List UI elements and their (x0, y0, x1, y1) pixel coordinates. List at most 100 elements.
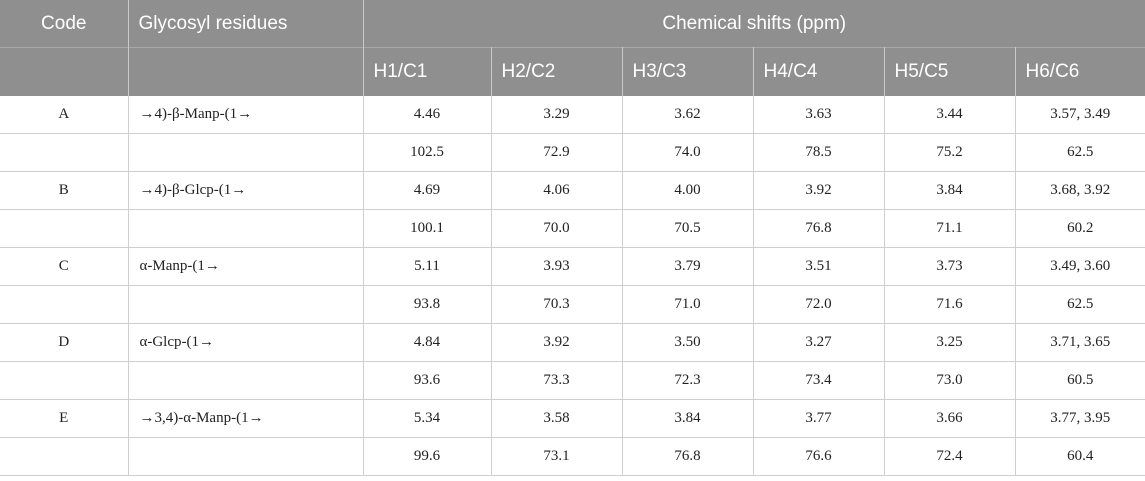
cell-value: 3.77, 3.95 (1014, 399, 1145, 438)
header-residues: Glycosyl residues (127, 0, 363, 48)
cell-value: 78.5 (752, 133, 884, 172)
header-row-1: Code Glycosyl residues Chemical shifts (… (0, 0, 1145, 48)
cell-value: 76.8 (621, 437, 753, 476)
header-col-h3c3: H3/C3 (621, 47, 753, 96)
cell-value: 73.1 (490, 437, 622, 476)
cell-code: D (0, 323, 128, 362)
cell-value: 3.25 (883, 323, 1015, 362)
cell-value: 3.27 (752, 323, 884, 362)
cell-residue: α-Glcp-(1→ (127, 323, 363, 362)
cell-value: 4.00 (621, 171, 753, 210)
cell-code: A (0, 96, 128, 134)
cell-value: 3.84 (621, 399, 753, 438)
header-col-h4c4: H4/C4 (752, 47, 884, 96)
table-body: A →4)-β-Manp-(1→ 4.46 3.29 3.62 3.63 3.44 3.57,… (0, 96, 1145, 476)
header-row-2: H1/C1 H2/C2 H3/C3 H4/C4 H5/C5 H6/C6 (0, 47, 1145, 96)
cell-value: 3.92 (490, 323, 622, 362)
table-row: B →4)-β-Glcp-(1→ 4.69 4.06 4.00 3.92 3.84 3.68,… (0, 171, 1145, 210)
cell-value: 72.9 (490, 133, 622, 172)
cell-value: 74.0 (621, 133, 753, 172)
cell-value: 71.0 (621, 285, 753, 324)
cell-value: 3.62 (621, 96, 753, 134)
table-row: A →4)-β-Manp-(1→ 4.46 3.29 3.62 3.63 3.44 3.57,… (0, 96, 1145, 134)
header-col-h1c1: H1/C1 (362, 47, 491, 96)
cell-value: 75.2 (883, 133, 1015, 172)
cell-value: 93.6 (362, 361, 491, 400)
table-header: Code Glycosyl residues Chemical shifts (… (0, 0, 1145, 96)
cell-value: 3.92 (752, 171, 884, 210)
cell-value: 3.58 (490, 399, 622, 438)
cell-value: 76.6 (752, 437, 884, 476)
cell-value: 60.4 (1014, 437, 1145, 476)
cell-code (0, 133, 128, 172)
cell-code (0, 361, 128, 400)
cell-value: 70.0 (490, 209, 622, 248)
table-row: 93.6 73.3 72.3 73.4 73.0 60.5 (0, 361, 1145, 400)
cell-value: 70.5 (621, 209, 753, 248)
header-residues-blank (127, 47, 363, 96)
cell-value: 70.3 (490, 285, 622, 324)
cell-value: 71.6 (883, 285, 1015, 324)
cell-value: 3.44 (883, 96, 1015, 134)
cell-value: 5.34 (362, 399, 491, 438)
cell-value: 99.6 (362, 437, 491, 476)
cell-residue: →4)-β-Manp-(1→ (127, 96, 363, 134)
cell-code (0, 209, 128, 248)
header-col-h6c6: H6/C6 (1014, 47, 1145, 96)
cell-value: 62.5 (1014, 133, 1145, 172)
cell-code: E (0, 399, 128, 438)
cell-code (0, 285, 128, 324)
cell-value: 72.4 (883, 437, 1015, 476)
table-row: 100.1 70.0 70.5 76.8 71.1 60.2 (0, 209, 1145, 248)
cell-value: 3.50 (621, 323, 753, 362)
cell-residue: →3,4)-α-Manp-(1→ (127, 399, 363, 438)
cell-residue: →4)-β-Glcp-(1→ (127, 171, 363, 210)
cell-residue (127, 209, 363, 248)
cell-value: 3.63 (752, 96, 884, 134)
cell-code (0, 437, 128, 476)
cell-value: 3.73 (883, 247, 1015, 286)
cell-value: 72.0 (752, 285, 884, 324)
cell-value: 3.49, 3.60 (1014, 247, 1145, 286)
cell-value: 3.51 (752, 247, 884, 286)
header-col-h2c2: H2/C2 (490, 47, 622, 96)
table-row: E →3,4)-α-Manp-(1→ 5.34 3.58 3.84 3.77 3.66 3.7… (0, 399, 1145, 438)
table-row: 99.6 73.1 76.8 76.6 72.4 60.4 (0, 437, 1145, 476)
cell-value: 3.66 (883, 399, 1015, 438)
cell-value: 3.93 (490, 247, 622, 286)
cell-value: 72.3 (621, 361, 753, 400)
cell-value: 3.79 (621, 247, 753, 286)
cell-value: 3.71, 3.65 (1014, 323, 1145, 362)
cell-value: 3.57, 3.49 (1014, 96, 1145, 134)
cell-residue (127, 133, 363, 172)
cell-value: 73.3 (490, 361, 622, 400)
cell-value: 100.1 (362, 209, 491, 248)
cell-value: 3.29 (490, 96, 622, 134)
cell-code: B (0, 171, 128, 210)
cell-value: 3.77 (752, 399, 884, 438)
header-chemical-shifts: Chemical shifts (ppm) (362, 0, 1145, 48)
cell-value: 4.46 (362, 96, 491, 134)
cell-value: 73.0 (883, 361, 1015, 400)
cell-value: 62.5 (1014, 285, 1145, 324)
cell-value: 102.5 (362, 133, 491, 172)
cell-value: 4.69 (362, 171, 491, 210)
cell-value: 3.68, 3.92 (1014, 171, 1145, 210)
header-code-blank (0, 47, 128, 96)
cell-value: 4.06 (490, 171, 622, 210)
cell-value: 60.2 (1014, 209, 1145, 248)
cell-value: 4.84 (362, 323, 491, 362)
cell-value: 71.1 (883, 209, 1015, 248)
header-col-h5c5: H5/C5 (883, 47, 1015, 96)
table-row: 93.8 70.3 71.0 72.0 71.6 62.5 (0, 285, 1145, 324)
cell-residue (127, 285, 363, 324)
cell-code: C (0, 247, 128, 286)
cell-residue (127, 437, 363, 476)
header-code: Code (0, 0, 128, 48)
cell-value: 3.84 (883, 171, 1015, 210)
cell-residue: α-Manp-(1→ (127, 247, 363, 286)
cell-value: 5.11 (362, 247, 491, 286)
